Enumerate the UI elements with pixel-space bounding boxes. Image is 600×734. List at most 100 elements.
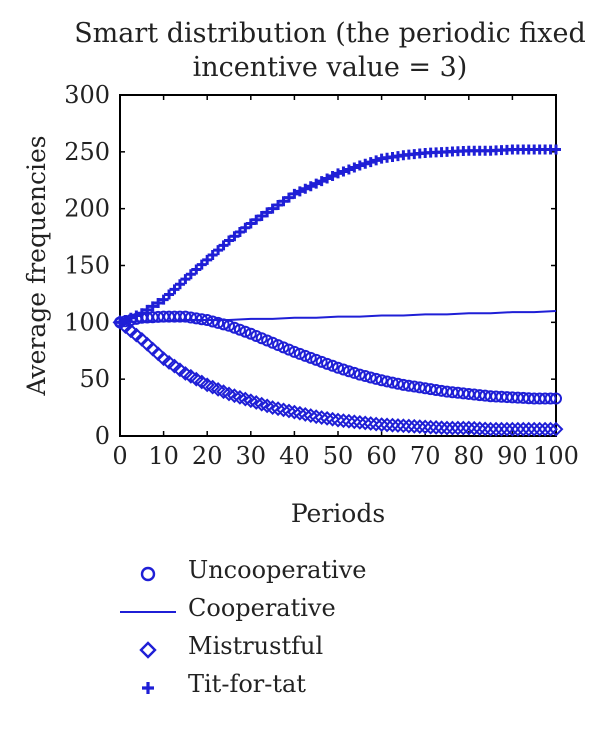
data-point-plus [131,310,142,321]
data-point-diamond [330,412,346,428]
data-point-diamond [499,421,515,437]
data-point-diamond [450,420,466,436]
data-point-plus [305,181,316,192]
data-point-diamond [455,420,471,436]
data-point-plus [153,298,164,309]
data-point-circle [266,336,279,349]
data-point-plus [180,274,191,285]
legend-label: Cooperative [188,594,336,622]
data-point-plus [360,158,371,169]
y-axis-label: Average frequencies [22,135,51,396]
data-point-plus [169,284,180,295]
data-point-plus [158,294,169,305]
data-point-circle [359,370,372,383]
data-point-circle [255,332,268,345]
data-point-plus [218,240,229,251]
x-tick-label: 70 [410,442,441,470]
series-cooperative [119,309,557,324]
x-tick-label: 30 [236,442,267,470]
data-point-circle [419,382,432,395]
data-point-circle [272,339,285,352]
data-point-plus [251,214,262,225]
plot-area: 0 10 20 30 40 50 60 70 80 90 100050100150200250300… [22,81,579,528]
data-point-diamond [390,418,406,433]
line-marker-icon [120,611,176,613]
data-point-plus [234,226,245,237]
legend-label: Mistrustful [188,632,324,660]
data-point-circle [288,345,301,358]
data-point-plus [120,315,131,326]
data-point-diamond [521,421,537,437]
data-point-plus [185,269,196,280]
data-point-diamond [434,420,449,436]
data-point-plus [316,176,327,187]
data-point-circle [315,355,328,368]
chart-title-line-1: Smart distribution (the periodic fixed [74,18,586,49]
data-point-circle [310,353,323,366]
data-point-circle [250,329,263,342]
data-point-diamond [341,413,357,429]
data-point-plus [164,289,175,300]
data-point-diamond [336,413,351,429]
data-point-plus [338,166,349,177]
data-point-circle [184,311,197,324]
data-point-diamond [445,420,460,436]
data-point-circle [408,380,421,393]
data-point-diamond [532,421,548,437]
data-point-circle [473,389,486,402]
diamond-marker-icon [139,641,157,659]
y-tick-label: 50 [79,365,110,393]
data-point-plus [300,183,311,194]
data-point-circle [397,378,410,391]
data-point-circle [206,315,219,328]
data-point-plus [283,192,294,203]
data-point-plus [327,170,338,181]
data-point-plus [343,164,354,175]
data-point-plus [278,196,289,207]
data-point-circle [342,365,355,378]
y-tick-label: 0 [95,422,110,450]
data-point-circle [544,392,557,405]
y-tick-label: 250 [64,138,110,166]
legend-label: Tit-for-tat [188,670,306,698]
data-point-plus [229,231,240,242]
data-point-circle [304,351,317,364]
y-tick-label: 200 [64,195,110,223]
series-line [119,309,557,324]
x-tick-label: 60 [366,442,397,470]
data-point-circle [179,310,192,323]
data-point-circle [430,383,443,396]
data-point-plus [267,203,278,214]
data-point-diamond [406,418,422,434]
data-point-diamond [494,421,509,437]
data-point-diamond [412,419,428,435]
data-point-plus [371,155,382,166]
data-point-diamond [488,421,504,437]
data-point-circle [337,363,350,376]
x-tick-label: 20 [192,442,223,470]
data-point-diamond [477,421,493,437]
data-point-diamond [363,416,379,431]
data-point-circle [321,357,334,370]
data-point-diamond [325,411,340,427]
data-point-circle [233,323,246,336]
data-point-plus [333,168,343,179]
data-point-circle [299,349,312,362]
data-point-circle [435,384,448,397]
data-point-plus [142,304,153,315]
data-point-plus [349,162,360,173]
x-tick-label: 90 [497,442,528,470]
data-point-diamond [346,414,362,430]
data-point-diamond [417,419,433,435]
data-point-circle [451,386,464,399]
data-point-circle [370,372,383,385]
x-tick-label: 40 [279,442,310,470]
data-point-diamond [537,421,553,437]
data-point-diamond [461,420,477,436]
data-point-diamond [526,421,542,437]
data-point-circle [550,392,562,405]
data-point-circle [462,387,475,400]
data-point-circle [402,379,415,392]
data-point-plus [245,218,256,229]
